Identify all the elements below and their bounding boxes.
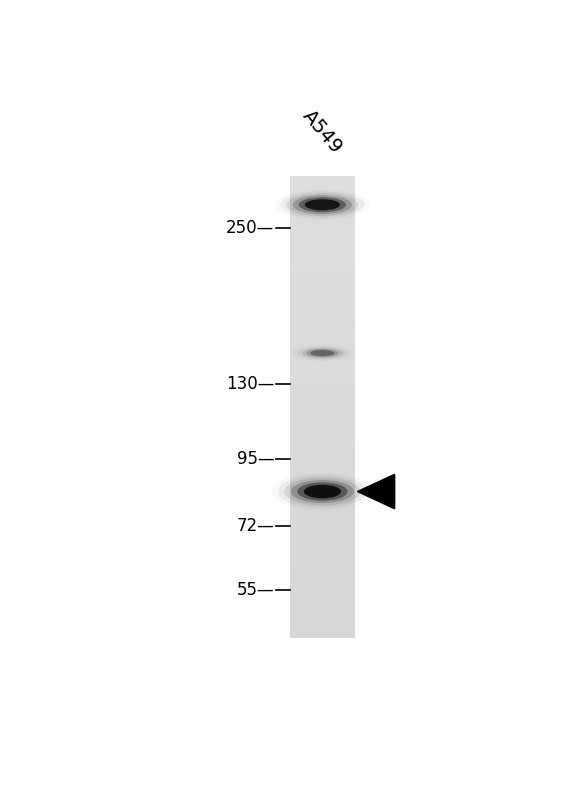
Ellipse shape — [310, 350, 334, 356]
Bar — [289, 257, 355, 269]
Bar — [289, 373, 355, 384]
Bar — [289, 580, 355, 592]
Bar — [289, 176, 355, 188]
Bar — [289, 546, 355, 558]
Bar — [289, 522, 355, 534]
Bar — [289, 442, 355, 454]
Bar — [289, 499, 355, 511]
Bar — [289, 384, 355, 395]
Bar — [289, 280, 355, 291]
Bar — [289, 454, 355, 465]
Bar — [289, 534, 355, 546]
Text: 72—: 72— — [237, 517, 274, 534]
Bar — [289, 199, 355, 210]
Bar — [289, 430, 355, 442]
Bar — [289, 395, 355, 407]
Ellipse shape — [297, 482, 347, 501]
Bar — [289, 592, 355, 603]
Bar — [289, 476, 355, 488]
Bar — [289, 465, 355, 476]
Bar — [289, 569, 355, 580]
Bar — [289, 222, 355, 234]
Ellipse shape — [306, 349, 338, 358]
Text: 130—: 130— — [226, 375, 274, 393]
Ellipse shape — [286, 194, 358, 216]
Ellipse shape — [305, 199, 340, 210]
Bar — [289, 210, 355, 222]
Bar — [289, 418, 355, 430]
Bar — [289, 303, 355, 314]
Bar — [289, 615, 355, 626]
Bar — [289, 291, 355, 303]
Bar — [289, 361, 355, 373]
Text: A549: A549 — [299, 106, 346, 158]
Ellipse shape — [293, 195, 352, 214]
Text: 55—: 55— — [237, 581, 274, 599]
Ellipse shape — [299, 198, 346, 212]
Bar — [289, 407, 355, 418]
Bar — [289, 269, 355, 280]
Bar — [289, 234, 355, 246]
Bar — [289, 558, 355, 569]
Ellipse shape — [291, 480, 354, 503]
Ellipse shape — [284, 478, 360, 506]
Bar — [289, 338, 355, 350]
Text: 250—: 250— — [226, 218, 274, 237]
Bar — [289, 488, 355, 499]
Bar — [289, 511, 355, 522]
Bar — [289, 326, 355, 338]
Bar — [289, 188, 355, 199]
Ellipse shape — [302, 348, 343, 358]
Bar — [289, 350, 355, 361]
Text: 95—: 95— — [237, 450, 274, 468]
Bar — [289, 314, 355, 326]
Ellipse shape — [304, 485, 341, 498]
Bar — [289, 246, 355, 257]
Polygon shape — [358, 474, 394, 509]
Bar — [289, 626, 355, 638]
Ellipse shape — [278, 475, 367, 508]
Bar — [289, 603, 355, 615]
